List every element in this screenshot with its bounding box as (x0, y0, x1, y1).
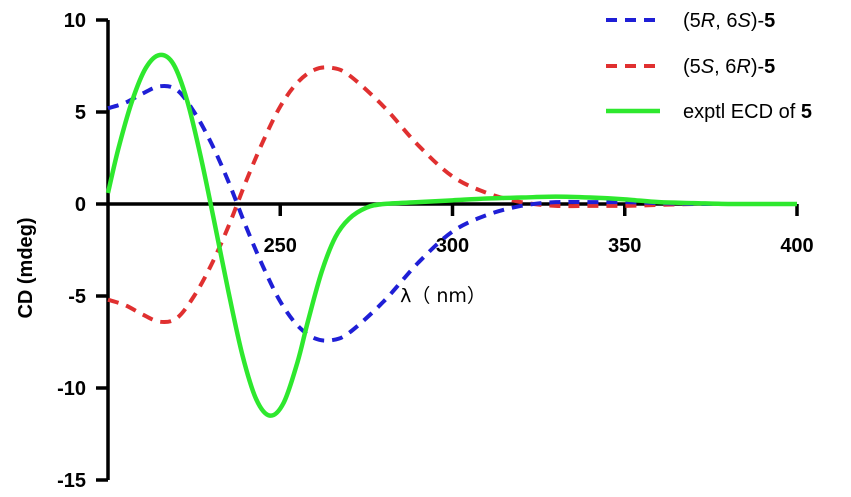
legend-label-0: (5R, 6S)-5 (683, 10, 775, 32)
legend-label-2: exptl ECD of 5 (683, 101, 812, 123)
y-tick-label: -15 (57, 470, 86, 492)
y-tick-label: -10 (57, 378, 86, 400)
series-line-1 (107, 65, 797, 325)
series-group (105, 52, 797, 418)
y-tick-label: 10 (64, 10, 86, 32)
y-axis-title: CD (mdeg) (15, 217, 37, 318)
x-axis-title: λ（ nm） (400, 285, 486, 307)
y-ticks: 10 5 0 -5 -10 -15 (57, 10, 108, 492)
y-tick-label: -5 (68, 286, 86, 308)
series-line-0 (107, 83, 797, 343)
legend-label-1: (5S, 6R)-5 (683, 56, 775, 78)
legend: (5R, 6S)-5 (5S, 6R)-5 exptl ECD of 5 (606, 10, 812, 123)
y-tick-label: 5 (75, 102, 86, 124)
x-tick-label: 300 (436, 235, 469, 257)
x-ticks: 250 300 350 400 (264, 204, 814, 257)
x-tick-label: 400 (780, 235, 813, 257)
series-line-2 (105, 52, 797, 418)
y-axis: 10 5 0 -5 -10 -15 (57, 10, 110, 492)
y-tick-label: 0 (75, 194, 86, 216)
x-tick-label: 250 (264, 235, 297, 257)
x-tick-label: 350 (608, 235, 641, 257)
